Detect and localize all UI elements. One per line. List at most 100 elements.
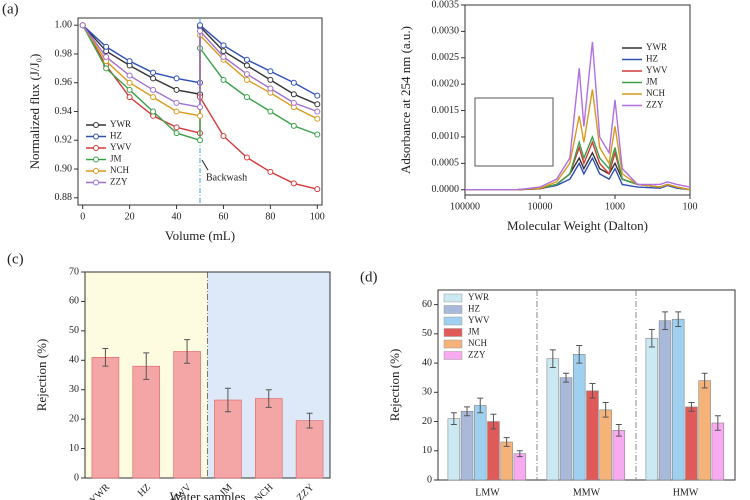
bar <box>645 337 659 481</box>
marker <box>150 75 157 82</box>
error-bar <box>265 389 272 408</box>
y-tick-label: 0.96 <box>55 77 73 88</box>
marker <box>267 85 274 92</box>
marker <box>267 68 274 75</box>
legend-label: YWV <box>468 315 490 325</box>
bar <box>658 320 672 481</box>
legend-marker <box>93 179 99 186</box>
error-bar <box>224 387 231 413</box>
legend-label: JM <box>110 154 122 164</box>
bar <box>698 380 711 481</box>
legend-swatch <box>443 339 463 349</box>
bar <box>586 390 599 481</box>
marker <box>243 94 250 101</box>
x-tick-label: 80 <box>265 211 275 222</box>
legend-label: NCH <box>110 165 130 175</box>
legend-swatch <box>443 351 463 360</box>
y-tick-label: 40 <box>69 355 79 366</box>
marker <box>126 72 133 79</box>
y-tick-label: 1.00 <box>55 19 73 30</box>
x-tick-label: NCH <box>253 482 276 500</box>
marker <box>173 130 180 137</box>
x-tick-label: 10000 <box>528 201 553 212</box>
marker <box>150 69 157 76</box>
marker <box>150 108 157 115</box>
marker <box>220 42 227 49</box>
error-bar <box>450 412 457 425</box>
x-tick-label: 40 <box>172 211 182 222</box>
marker <box>126 86 133 93</box>
bar <box>546 358 560 481</box>
bar <box>612 430 626 481</box>
legend-label: YWR <box>468 292 489 302</box>
marker <box>79 22 86 29</box>
error-bar <box>490 413 497 430</box>
y-tick-label: 0.0000 <box>432 184 460 195</box>
x-tick-label: YWR <box>88 482 113 500</box>
marker <box>314 186 321 193</box>
error-bar <box>563 372 570 383</box>
y-tick-label: 0.0015 <box>432 105 460 116</box>
bar <box>91 357 120 479</box>
x-axis-title: Water samples <box>170 489 246 500</box>
x-tick-label: HZ <box>136 482 153 499</box>
marker <box>126 58 133 65</box>
legend-swatch <box>443 328 463 337</box>
legend-marker <box>93 168 99 174</box>
series-line <box>82 24 318 113</box>
y-axis-title: Normalized flux (J/J₀) <box>27 54 42 170</box>
y-tick-label: 20 <box>422 416 432 427</box>
marker <box>197 112 203 119</box>
error-bar <box>576 345 583 364</box>
marker <box>314 131 321 138</box>
marker <box>103 65 110 72</box>
y-tick-label: 0.0010 <box>432 131 460 142</box>
error-bar <box>675 311 682 328</box>
marker <box>173 108 180 115</box>
y-axis-title: Rejection (%) <box>34 339 49 412</box>
bar <box>671 318 685 481</box>
marker <box>197 22 203 29</box>
x-tick-label: MMW <box>573 487 601 498</box>
legend-label: JM <box>468 327 480 337</box>
y-axis-title: Adsorbance at 254 nm (a.u.) <box>398 26 413 174</box>
legend-label: HZ <box>468 304 480 314</box>
bar <box>685 406 698 481</box>
marker <box>103 53 110 60</box>
legend-label: YWV <box>110 142 132 152</box>
y-tick-label: 70 <box>69 266 79 277</box>
bar <box>487 421 500 481</box>
plot-frame <box>464 4 691 196</box>
marker <box>243 71 250 78</box>
x-axis-title: Molecular Weight (Dalton) <box>507 218 648 233</box>
marker <box>197 137 203 144</box>
error-bar <box>477 397 484 414</box>
y-tick-label: 30 <box>69 384 79 395</box>
legend-marker <box>93 156 99 163</box>
bar <box>254 398 283 479</box>
legend-label: HZ <box>646 54 658 64</box>
y-axis-title: Rejection (%) <box>387 349 402 422</box>
x-axis-title: Volume (mL) <box>165 228 235 243</box>
error-bar <box>602 402 609 418</box>
legend-label: YWR <box>646 42 667 52</box>
marker <box>314 101 321 108</box>
marker <box>243 76 250 83</box>
x-tick-label: 100 <box>683 201 698 212</box>
x-tick-label: 0 <box>80 211 85 222</box>
error-bar <box>503 437 510 447</box>
y-tick-label: 20 <box>69 413 79 424</box>
bar <box>500 441 513 481</box>
bar <box>599 409 612 481</box>
y-tick-label: 0 <box>74 472 79 483</box>
bar <box>572 354 586 481</box>
bar <box>460 411 474 481</box>
marker <box>173 99 180 106</box>
bar <box>473 405 487 481</box>
bar <box>559 377 573 481</box>
marker <box>126 79 133 86</box>
y-tick-label: 40 <box>422 357 432 368</box>
x-tick-label: HMW <box>673 487 699 498</box>
legend-label: ZZY <box>110 177 128 187</box>
error-bar <box>714 415 721 431</box>
